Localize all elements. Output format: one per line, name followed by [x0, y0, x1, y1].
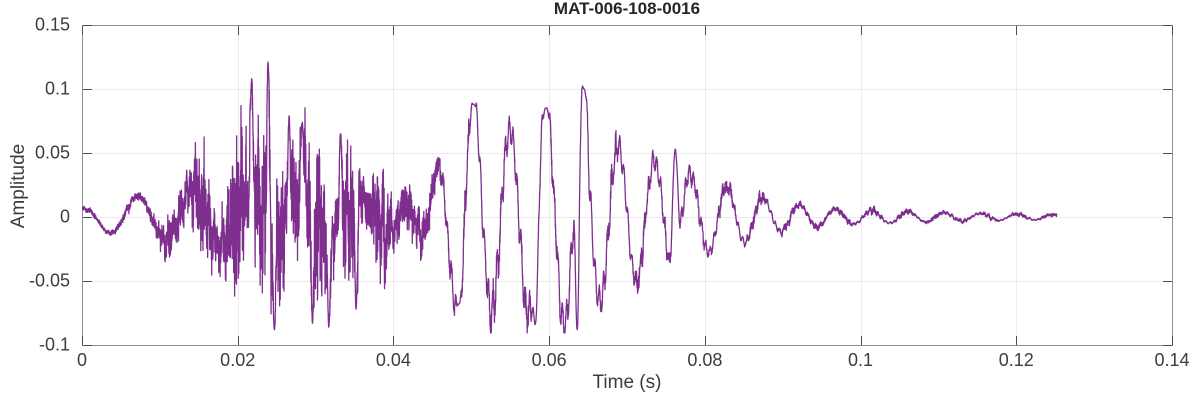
y-tick-label: 0.05	[34, 142, 70, 163]
y-tick-label: 0	[59, 206, 70, 227]
y-tick-label: -0.05	[28, 270, 70, 291]
x-tick-label: 0.14	[1154, 350, 1190, 370]
x-tick-label: 0.12	[998, 350, 1034, 370]
x-tick-label: 0.1	[848, 350, 874, 370]
plot-title: MAT-006-108-0016	[553, 0, 701, 18]
x-tick-label: 0.08	[687, 350, 723, 370]
x-tick-label: 0	[76, 350, 88, 370]
y-tick-label: -0.1	[38, 334, 70, 355]
x-axis-label: Time (s)	[592, 372, 662, 393]
y-tick-label: 0.1	[44, 78, 70, 99]
y-tick-label: 0.15	[34, 14, 70, 35]
x-tick-label: 0.04	[375, 350, 411, 370]
x-tick-label: 0.02	[220, 350, 256, 370]
x-tick-label: 0.06	[531, 350, 567, 370]
y-axis-label: Amplitude	[8, 143, 29, 229]
